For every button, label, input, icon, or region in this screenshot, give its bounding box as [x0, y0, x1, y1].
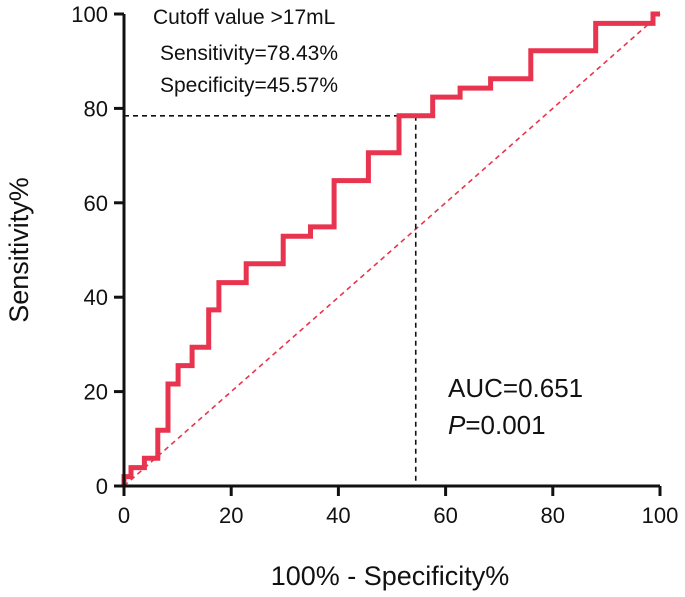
x-tick-label: 80 [541, 503, 565, 528]
y-tick-label: 100 [71, 2, 108, 27]
y-tick-label: 0 [96, 474, 108, 499]
x-axis-title: 100% - Specificity% [271, 561, 510, 591]
cutoff-annotation: Cutoff value >17mL [153, 6, 335, 29]
sensitivity-annotation: Sensitivity=78.43% [160, 42, 338, 65]
y-tick-label: 80 [84, 96, 108, 121]
roc-curve-line [121, 11, 660, 486]
x-tick-label: 40 [326, 503, 350, 528]
y-tick-label: 20 [84, 380, 108, 405]
auc-annotation: AUC=0.651 [448, 373, 583, 403]
p-value-annotation: P=0.001 [448, 410, 546, 440]
x-tick-label: 60 [433, 503, 457, 528]
x-axis-ticks: 0 20 40 60 80 100 [118, 486, 678, 528]
y-tick-label: 40 [84, 285, 108, 310]
y-axis-ticks: 0 20 40 60 80 100 [71, 2, 124, 499]
reference-diagonal-line [123, 13, 661, 487]
x-tick-label: 100 [642, 503, 679, 528]
x-tick-label: 0 [118, 503, 130, 528]
y-tick-label: 60 [84, 191, 108, 216]
x-tick-label: 20 [219, 503, 243, 528]
specificity-annotation: Specificity=45.57% [160, 74, 338, 97]
y-axis-title: Sensitivity% [4, 177, 34, 323]
